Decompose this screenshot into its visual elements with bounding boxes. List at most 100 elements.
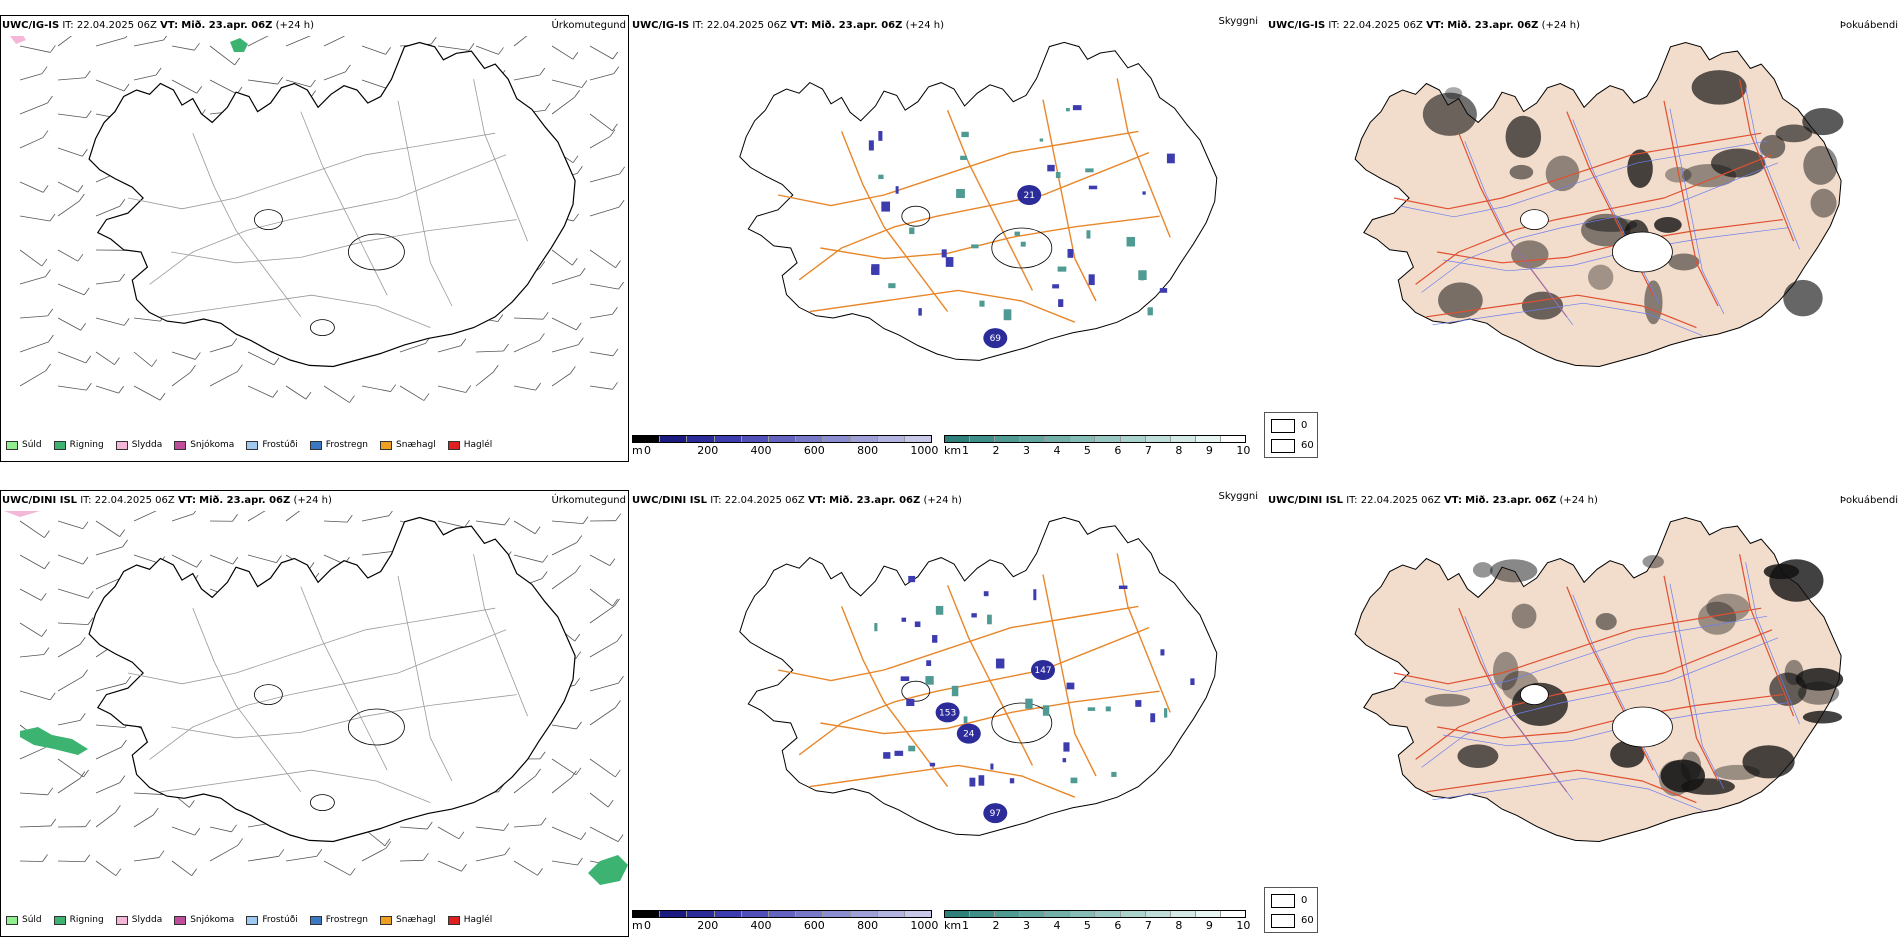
legend-swatch <box>174 440 187 450</box>
low-visibility-cell <box>935 605 944 615</box>
road-line <box>1437 694 1783 739</box>
legend-swatch <box>309 440 322 450</box>
it-label: IT: <box>1346 495 1358 506</box>
wind-barb <box>57 283 85 296</box>
wind-barb-flag <box>125 676 132 684</box>
vt-label: VT: <box>1443 495 1462 506</box>
wind-barb <box>513 860 538 876</box>
wind-barb-flag <box>47 308 54 317</box>
wind-barb-flag <box>79 713 86 721</box>
wind-barb <box>19 370 46 387</box>
low-visibility-cell <box>1118 585 1128 590</box>
wind-barb <box>513 775 536 794</box>
colorbar-meters-unit: m <box>632 444 643 457</box>
colorbar-segment <box>687 436 715 442</box>
wind-barb <box>513 317 544 320</box>
wind-barb-flag <box>535 382 541 391</box>
visibility-map: 147 153 24 97 <box>739 516 1218 836</box>
colorbar-tick-label: 8 <box>1175 444 1183 457</box>
low-visibility-cell <box>871 266 877 274</box>
panel-header: UWC/IG-IS IT: 22.04.2025 06Z VT: Mið. 23… <box>1268 20 1580 31</box>
legend-swatch <box>380 915 393 925</box>
wind-barb-flag <box>575 651 582 659</box>
wind-barb <box>285 511 301 522</box>
river-line <box>1443 702 1789 747</box>
wind-barb-flag <box>503 343 509 352</box>
wind-barb-flag <box>612 123 618 132</box>
wind-barb-flag <box>615 260 621 268</box>
wind-barb <box>133 554 160 564</box>
low-visibility-cell <box>932 635 938 643</box>
visibility-marker: 153 <box>935 702 960 723</box>
wind-barb-flag <box>460 338 467 347</box>
wind-barb-flag <box>577 857 583 866</box>
visibility-panel: UWC/DINI ISL IT: 22.04.2025 06Z VT: Mið.… <box>632 475 1264 950</box>
road-line <box>946 109 1034 291</box>
low-visibility-cell <box>1085 168 1094 173</box>
colorbar-segment <box>796 436 824 442</box>
colorbar-segment <box>768 911 797 917</box>
fog-legend-label-60: 60 <box>1301 440 1314 451</box>
forecast-row-dini-isl: UWC/DINI ISL IT: 22.04.2025 06Z VT: Mið.… <box>0 475 1900 950</box>
wind-barb-flag <box>579 267 586 276</box>
wind-barb-flag <box>159 392 166 401</box>
precip-legend-item: Frostregn <box>309 915 368 925</box>
wind-barb-flag <box>619 166 626 175</box>
wind-barb-flag <box>581 80 588 88</box>
wind-barb <box>57 758 84 778</box>
wind-barb-flag <box>84 854 91 862</box>
wind-barb <box>171 513 194 522</box>
wind-barb <box>589 554 611 566</box>
low-visibility-cell <box>926 660 932 667</box>
visibility-marker-label: 69 <box>990 334 1002 344</box>
wind-barb-flag <box>119 529 126 537</box>
colorbar-segment <box>687 911 715 917</box>
vt-label: VT: <box>1426 20 1445 31</box>
wind-barb-flag <box>577 337 584 345</box>
wind-barb <box>551 860 578 866</box>
river-line <box>1464 616 1574 801</box>
fog-cell <box>1457 744 1499 768</box>
wind-barb <box>475 826 504 831</box>
colorbar-tick-label: 200 <box>697 444 719 457</box>
wind-barb <box>171 351 196 360</box>
low-visibility-cell <box>963 716 968 724</box>
wind-barb <box>589 758 616 778</box>
wind-barb-flag <box>44 561 50 569</box>
model-name: UWC/DINI ISL <box>1268 495 1344 506</box>
wind-barb-flag <box>121 739 127 748</box>
low-visibility-cell <box>925 676 934 685</box>
glacier-outline <box>253 684 283 706</box>
wind-barb <box>437 826 460 840</box>
precip-legend-item: Snjókoma <box>174 915 234 925</box>
vt-value: Mið. 23.apr. 06Z <box>1447 20 1539 31</box>
it-value: 22.04.2025 06Z <box>706 20 787 31</box>
wind-barb-flag <box>151 359 158 367</box>
vt-value: Mið. 23.apr. 06Z <box>829 495 921 506</box>
river-line <box>1399 140 1768 218</box>
precip-map-frame <box>0 15 629 462</box>
wind-barb <box>247 385 273 398</box>
colorbar-segment <box>995 436 1021 442</box>
wind-barb <box>209 371 238 387</box>
colorbar-segment <box>1195 436 1221 442</box>
wind-barb-flag <box>571 770 577 778</box>
road-line <box>1739 554 1795 717</box>
colorbar-tick-label: 3 <box>1022 444 1030 457</box>
wind-barb <box>551 79 582 88</box>
lead-time: (+24 h) <box>1541 20 1580 31</box>
colorbar-segment <box>904 436 932 442</box>
colorbar-segment <box>741 911 769 917</box>
colorbar-tick-label: 400 <box>750 919 772 932</box>
colorbar-segment <box>850 436 878 442</box>
wind-barb <box>57 181 79 193</box>
wind-barb-flag <box>77 253 84 262</box>
wind-barb <box>551 826 582 840</box>
vt-value: Mið. 23.apr. 06Z <box>811 20 903 31</box>
wind-barb <box>19 73 43 81</box>
road-line <box>1393 132 1762 210</box>
it-value: 22.04.2025 06Z <box>724 495 805 506</box>
wind-barb <box>19 276 46 285</box>
wind-barb-flag <box>45 363 51 372</box>
wind-barb <box>437 860 462 872</box>
